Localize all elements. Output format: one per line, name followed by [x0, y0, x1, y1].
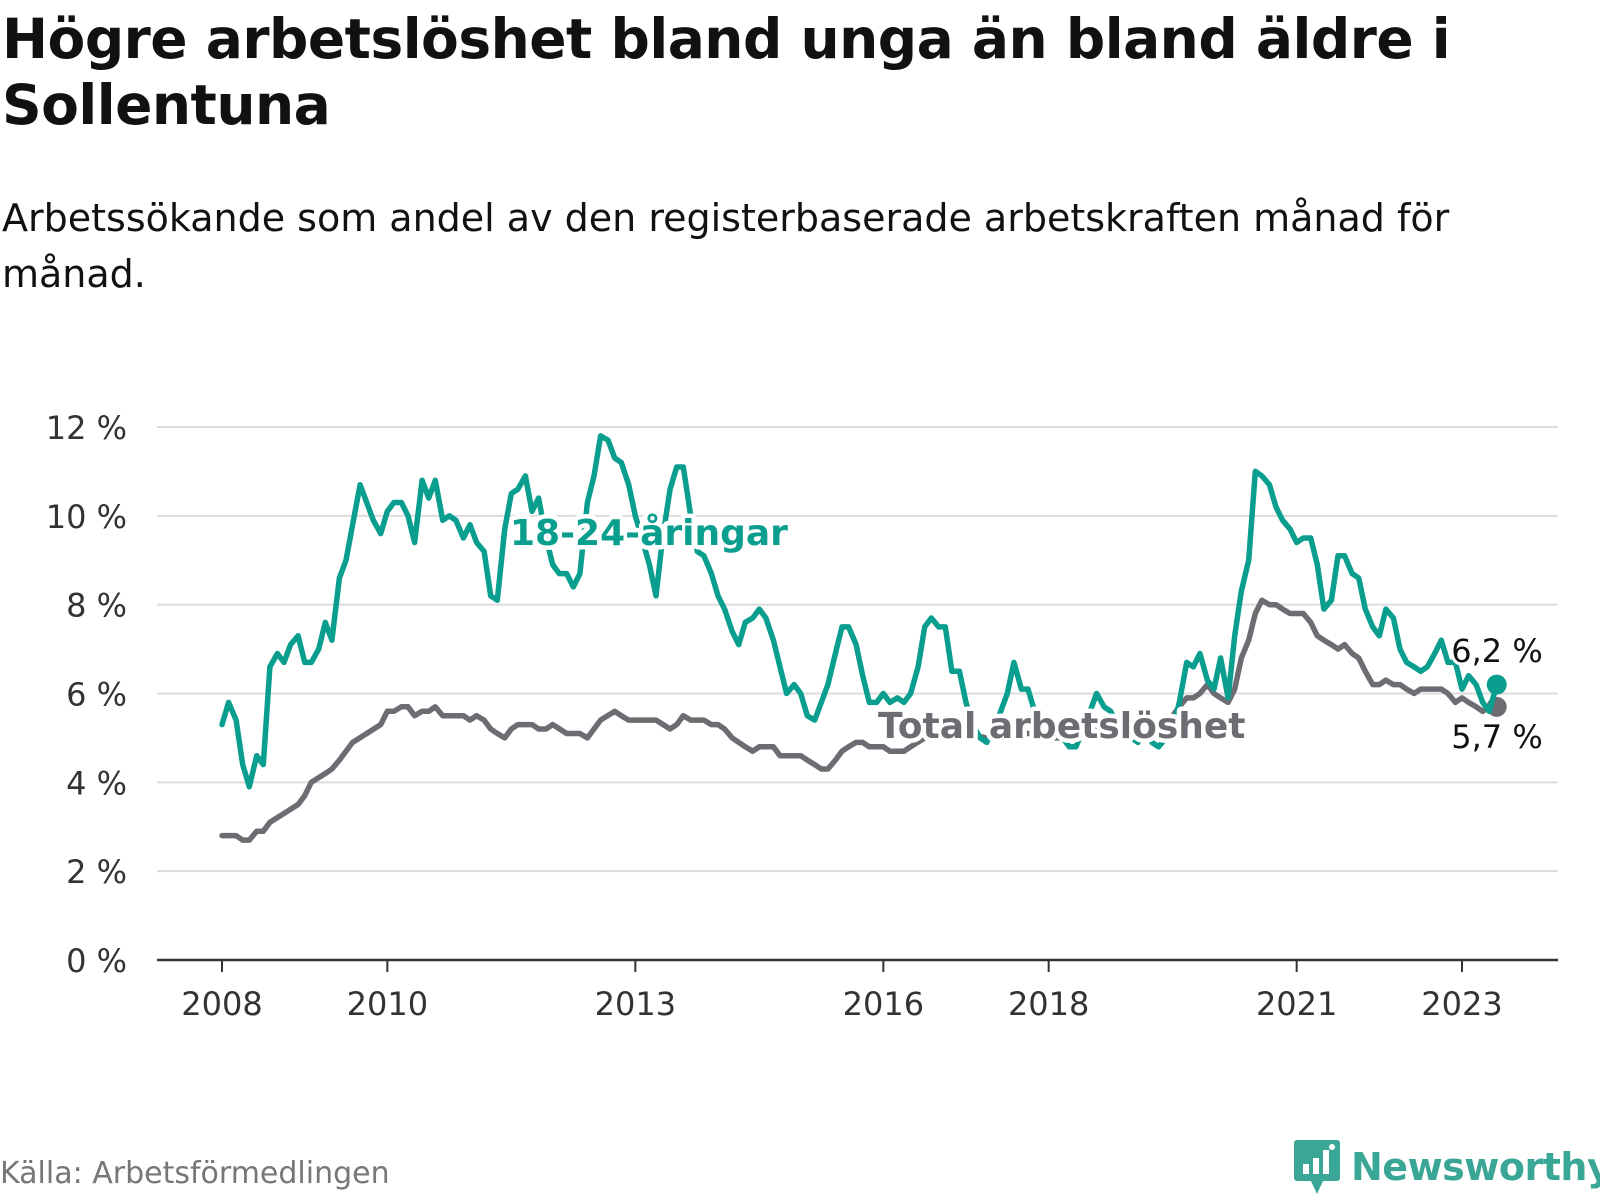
series-label-youth: 18-24-åringar [510, 513, 788, 554]
y-tick-label: 4 % [66, 764, 127, 802]
gridlines [157, 426, 1558, 873]
source-credit: Källa: Arbetsförmedlingen [0, 1156, 390, 1191]
y-tick-label: 0 % [66, 942, 127, 980]
series-lines [219, 433, 1507, 843]
series-line-youth [219, 433, 1500, 790]
brand-logo[interactable]: Newsworthy [1293, 1138, 1600, 1196]
chart-title: Högre arbetslöshet bland unga än bland ä… [2, 7, 1451, 137]
x-tick-label: 2023 [1421, 985, 1502, 1023]
y-tick-label: 10 % [46, 498, 127, 536]
y-tick-label: 12 % [46, 409, 127, 447]
series-labels: 18-24-åringar Total arbetslöshet 6,2 % 5,7 … [506, 509, 1546, 760]
brand-name: Newsworthy [1351, 1145, 1600, 1189]
y-tick-label: 6 % [66, 676, 127, 714]
series-label-total: Total arbetslöshet [878, 706, 1246, 747]
newsworthy-logo-icon [1294, 1140, 1340, 1194]
x-tick-label: 2016 [843, 985, 924, 1023]
x-tick-label: 2021 [1256, 985, 1337, 1023]
y-axis-ticks: 0 % 2 % 4 % 6 % 8 % 10 % 12 % [46, 409, 127, 980]
x-tick-label: 2018 [1008, 985, 1089, 1023]
line-chart: 0 % 2 % 4 % 6 % 8 % 10 % 12 % 2008 2010 2013 2016… [46, 409, 1558, 1023]
chart-subtitle: Arbetssökande som andel av den registerb… [2, 196, 1450, 296]
end-value-label-youth: 6,2 % [1451, 632, 1542, 670]
end-value-label-total: 5,7 % [1451, 718, 1542, 756]
y-tick-label: 2 % [66, 853, 127, 891]
x-tick-label: 2010 [347, 985, 428, 1023]
x-tick-label: 2013 [595, 985, 676, 1023]
y-tick-label: 8 % [66, 587, 127, 625]
series-line-total [219, 597, 1500, 843]
x-axis-ticks: 2008 2010 2013 2016 2018 2021 2023 [157, 958, 1558, 1023]
x-tick-label: 2008 [181, 985, 262, 1023]
end-point-youth [1486, 674, 1507, 695]
